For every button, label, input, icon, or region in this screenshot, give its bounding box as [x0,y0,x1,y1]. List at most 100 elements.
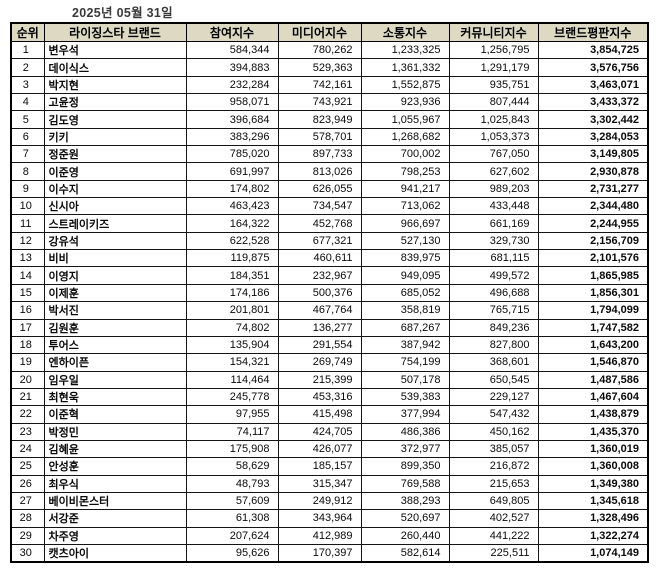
community-index-cell: 385,057 [448,439,539,459]
community-index-cell: 1,291,179 [448,58,539,77]
brand-cell: 임우일 [43,370,187,389]
rank-cell: 23 [10,422,45,441]
participation-index-cell: 463,423 [185,197,279,216]
media-index-cell: 626,055 [277,179,362,199]
media-index-cell: 185,157 [277,457,362,476]
table-row: 25 안성훈 58,629 185,157 899,350 216,872 1,360,00… [10,457,649,476]
brand-cell: 이준혁 [43,405,187,424]
communication-index-cell: 372,977 [360,439,450,459]
community-index-cell: 1,053,373 [448,127,539,147]
media-index-cell: 734,547 [277,197,362,216]
community-index-cell: 216,872 [448,457,539,476]
communication-index-cell: 899,350 [360,457,450,476]
participation-index-cell: 394,883 [185,58,279,77]
brand-reputation-index-cell: 3,463,071 [537,75,649,95]
communication-index-cell: 769,588 [360,474,450,493]
brand-reputation-index-cell: 2,244,955 [537,214,649,233]
participation-index-cell: 48,793 [185,474,279,493]
table-row: 23 박정민 74,117 424,705 486,386 450,162 1,435,37… [10,422,649,441]
table-row: 11 스트레이키즈 164,322 452,768 966,697 661,169 2,24… [10,214,649,233]
brand-reputation-index-cell: 2,344,480 [537,197,649,216]
table-row: 2 데이식스 394,883 529,363 1,361,332 1,291,179 3,5… [10,58,649,77]
media-index-cell: 291,554 [277,335,362,355]
media-index-cell: 823,949 [277,110,362,129]
communication-index-cell: 1,268,682 [360,127,450,147]
table-row: 3 박지현 232,284 742,161 1,552,875 935,751 3,463,… [10,75,649,95]
participation-index-cell: 207,624 [185,526,279,545]
communication-index-cell: 713,062 [360,197,450,216]
brand-reputation-index-cell: 3,854,725 [537,40,649,60]
rank-cell: 8 [10,162,45,181]
media-index-cell: 136,277 [277,318,362,337]
media-index-cell: 424,705 [277,422,362,441]
brand-reputation-index-cell: 2,731,277 [537,179,649,199]
participation-index-cell: 114,464 [185,370,279,389]
participation-index-cell: 584,344 [185,40,279,60]
communication-index-cell: 1,552,875 [360,75,450,95]
brand-reputation-index-cell: 3,433,372 [537,93,649,112]
brand-cell: 이영지 [43,266,187,285]
brand-reputation-index-cell: 1,328,496 [537,509,649,528]
brand-reputation-index-cell: 3,576,756 [537,58,649,77]
communication-index-cell: 966,697 [360,214,450,233]
table-row: 24 김혜윤 175,908 426,077 372,977 385,057 1,360,0… [10,439,649,459]
column-header: 소통지수 [360,22,450,42]
table-row: 28 서강준 61,308 343,964 520,697 402,527 1,328,49… [10,509,649,528]
media-index-cell: 467,764 [277,301,362,320]
brand-cell: 최현욱 [43,387,187,407]
rank-cell: 5 [10,110,45,129]
community-index-cell: 989,203 [448,179,539,199]
community-index-cell: 1,025,843 [448,110,539,129]
rank-cell: 24 [10,439,45,459]
communication-index-cell: 798,253 [360,162,450,181]
communication-index-cell: 754,199 [360,353,450,372]
brand-reputation-index-cell: 1,360,008 [537,457,649,476]
table-row: 15 이제훈 174,186 500,376 685,052 496,688 1,856,3… [10,283,649,303]
community-index-cell: 496,688 [448,283,539,303]
communication-index-cell: 1,233,325 [360,40,450,60]
brand-cell: 변우석 [43,40,187,60]
media-index-cell: 677,321 [277,231,362,251]
brand-reputation-index-cell: 3,302,442 [537,110,649,129]
media-index-cell: 460,611 [277,249,362,268]
brand-cell: 이제훈 [43,283,187,303]
brand-reputation-index-cell: 1,349,380 [537,474,649,493]
rank-cell: 30 [10,543,45,563]
table-row: 22 이준혁 97,955 415,498 377,994 547,432 1,438,87… [10,405,649,424]
community-index-cell: 402,527 [448,509,539,528]
table-row: 6 키키 383,296 578,701 1,268,682 1,053,373 3,284… [10,127,649,147]
participation-index-cell: 174,186 [185,283,279,303]
brand-cell: 차주영 [43,526,187,545]
communication-index-cell: 687,267 [360,318,450,337]
media-index-cell: 426,077 [277,439,362,459]
table-row: 19 엔하이픈 154,321 269,749 754,199 368,601 1,546,… [10,353,649,372]
brand-reputation-index-cell: 1,345,618 [537,491,649,511]
rank-cell: 7 [10,145,45,164]
community-index-cell: 225,511 [448,543,539,563]
date-label: 2025년 05월 31일 [72,6,173,20]
rank-cell: 26 [10,474,45,493]
community-index-cell: 450,162 [448,422,539,441]
rank-cell: 1 [10,40,45,60]
communication-index-cell: 949,095 [360,266,450,285]
media-index-cell: 343,964 [277,509,362,528]
rank-cell: 15 [10,283,45,303]
communication-index-cell: 388,293 [360,491,450,511]
brand-reputation-index-cell: 1,467,604 [537,387,649,407]
rank-cell: 13 [10,249,45,268]
brand-cell: 이수지 [43,179,187,199]
brand-cell: 안성훈 [43,457,187,476]
media-index-cell: 742,161 [277,75,362,95]
table-row: 8 이준영 691,997 813,026 798,253 627,602 2,930,87… [10,162,649,181]
brand-reputation-index-cell: 1,865,985 [537,266,649,285]
media-index-cell: 743,921 [277,93,362,112]
participation-index-cell: 245,778 [185,387,279,407]
rankings-table-body: 1 변우석 584,344 780,262 1,233,325 1,256,795 3,85… [10,40,649,563]
rank-cell: 28 [10,509,45,528]
community-index-cell: 499,572 [448,266,539,285]
brand-reputation-index-cell: 2,156,709 [537,231,649,251]
rank-cell: 20 [10,370,45,389]
table-row: 7 정준원 785,020 897,733 700,002 767,050 3,149,80… [10,145,649,164]
participation-index-cell: 58,629 [185,457,279,476]
participation-index-cell: 958,071 [185,93,279,112]
